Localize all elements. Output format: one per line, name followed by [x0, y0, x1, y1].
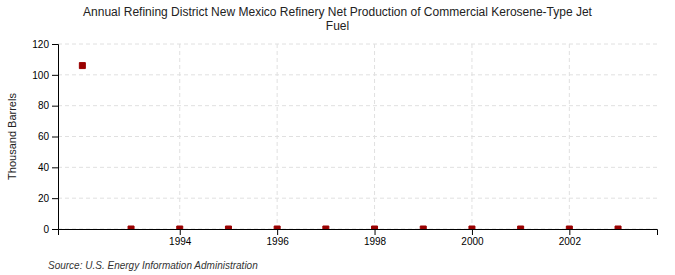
y-tick-label: 20	[38, 193, 50, 204]
title: Annual Refining District New Mexico Refi…	[83, 5, 593, 33]
point	[518, 226, 524, 229]
y-tick: 0	[43, 224, 58, 235]
grid-line-x	[277, 44, 278, 229]
grid-line-y	[58, 198, 657, 199]
grid	[58, 44, 657, 229]
y-tick-label: 40	[38, 162, 50, 173]
y-tick-label: 80	[38, 100, 50, 111]
plot: 1994 1996 1998 2000 2002 0 20 40 60 80 100 120	[32, 39, 657, 247]
x-tick-mark	[277, 229, 278, 235]
source-note: Source: U.S. Energy Information Administ…	[48, 260, 258, 271]
x-axis-line	[59, 230, 658, 236]
point	[225, 226, 231, 229]
grid-line-x	[179, 44, 180, 229]
y-tick: 80	[38, 100, 58, 111]
chart: Annual Refining District New Mexico Refi…	[0, 0, 675, 275]
y-tick-mark	[52, 167, 58, 168]
title-line: Fuel	[326, 19, 349, 33]
x-tick: 1998	[364, 229, 387, 247]
point	[469, 226, 475, 229]
x-tick: 1994	[169, 229, 192, 247]
y-tick-label: 60	[38, 131, 50, 142]
x-tick-label: 1994	[169, 236, 192, 247]
y-axis-line	[52, 45, 59, 230]
x-axis: 1994 1996 1998 2000 2002	[59, 229, 658, 247]
grid-line-y	[58, 136, 657, 137]
points	[79, 63, 621, 229]
y-axis: 0 20 40 60 80 100 120	[32, 39, 58, 235]
grid-line-y	[58, 74, 657, 75]
title-line: Annual Refining District New Mexico Refi…	[83, 5, 593, 19]
x-tick-label: 2002	[559, 236, 582, 247]
x-tick-label: 2000	[461, 236, 484, 247]
grid-line-y	[58, 167, 657, 168]
y-axis-title: Thousand Barrels	[6, 93, 18, 180]
grid-line-y	[58, 105, 657, 106]
x-tick-mark	[375, 229, 376, 235]
x-tick-label: 1996	[267, 236, 290, 247]
point	[274, 226, 280, 229]
grid-line-x	[471, 44, 472, 229]
point	[615, 226, 621, 229]
y-tick: 20	[38, 193, 58, 204]
y-tick: 120	[32, 39, 58, 50]
y-tick-label: 120	[32, 39, 49, 50]
x-tick-mark	[180, 229, 181, 235]
y-tick: 40	[38, 162, 58, 173]
point	[566, 226, 572, 229]
y-tick-label: 100	[32, 70, 49, 81]
point	[177, 226, 183, 229]
x-tick: 2000	[461, 229, 484, 247]
y-tick: 100	[32, 70, 58, 81]
y-tick-label: 0	[43, 224, 49, 235]
y-tick-mark	[52, 229, 58, 230]
point	[128, 226, 134, 229]
point	[79, 63, 85, 69]
y-tick: 60	[38, 131, 58, 142]
grid-line-y	[58, 44, 657, 45]
grid-line-x	[374, 44, 375, 229]
y-tick-mark	[52, 137, 58, 138]
point	[372, 226, 378, 229]
y-tick-mark	[52, 106, 58, 107]
y-tick-mark	[52, 44, 58, 45]
grid-line-x	[569, 44, 570, 229]
point	[420, 226, 426, 229]
x-tick-label: 1998	[364, 236, 387, 247]
x-tick: 1996	[267, 229, 290, 247]
y-tick-mark	[52, 75, 58, 76]
x-tick: 2002	[559, 229, 582, 247]
x-tick-mark	[472, 229, 473, 235]
point	[323, 226, 329, 229]
y-tick-mark	[52, 198, 58, 199]
x-tick-mark	[569, 229, 570, 235]
